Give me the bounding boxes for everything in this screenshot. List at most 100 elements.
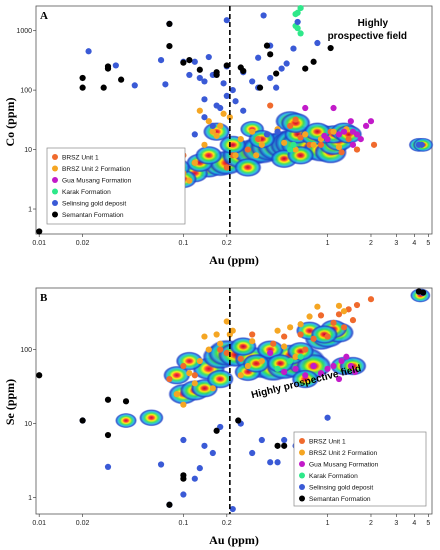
data-point — [186, 177, 193, 184]
data-point — [229, 87, 236, 94]
legend-marker — [52, 188, 58, 195]
data-point — [223, 92, 230, 99]
data-point — [244, 146, 251, 153]
data-point — [118, 76, 125, 83]
data-point — [347, 118, 354, 125]
data-point — [292, 353, 299, 360]
density-blob — [234, 157, 262, 178]
data-point — [205, 118, 212, 125]
data-point — [196, 107, 203, 114]
legend-box — [293, 431, 427, 507]
data-point — [297, 353, 304, 360]
data-point — [338, 149, 345, 156]
data-point — [223, 349, 230, 357]
data-point — [335, 131, 343, 138]
data-point — [166, 43, 173, 50]
data-point — [287, 357, 294, 365]
data-point — [180, 401, 187, 408]
data-point — [249, 78, 256, 85]
data-point — [274, 128, 281, 135]
data-point — [213, 102, 220, 109]
data-point — [258, 436, 265, 444]
x-tick-label: 0.1 — [179, 520, 189, 527]
data-point — [283, 60, 290, 67]
density-blob — [202, 122, 231, 142]
data-point — [278, 65, 285, 72]
data-point — [157, 56, 165, 64]
x-tick-label: 0.2 — [222, 240, 232, 247]
data-point — [201, 114, 208, 121]
data-point — [255, 54, 262, 61]
data-point — [196, 465, 203, 472]
data-point — [353, 301, 361, 309]
panel-a-y-axis-label: Co (ppm) — [3, 97, 17, 146]
y-tick-label: 1 — [28, 495, 32, 502]
data-point — [79, 417, 86, 424]
data-point — [330, 128, 337, 135]
panel-b-x-axis-label: Au (ppm) — [209, 533, 259, 547]
data-point — [223, 17, 230, 24]
data-point — [292, 116, 299, 123]
data-point — [420, 289, 427, 296]
panel-a-density-field — [162, 110, 434, 189]
data-point — [273, 70, 280, 77]
data-point — [340, 324, 348, 331]
data-point — [104, 431, 112, 439]
x-tick-label: 5 — [426, 240, 430, 247]
data-point — [335, 302, 343, 309]
data-point — [191, 475, 198, 482]
data-point — [223, 164, 230, 171]
data-point — [209, 449, 216, 457]
data-point — [260, 12, 267, 19]
data-point — [196, 74, 203, 82]
data-point — [201, 442, 208, 449]
data-point — [314, 39, 321, 47]
data-point — [317, 370, 325, 377]
data-point — [244, 362, 251, 370]
data-point — [310, 362, 317, 370]
data-point — [345, 306, 352, 313]
legend-marker — [52, 154, 58, 160]
x-tick-label: 3 — [394, 240, 398, 247]
data-point — [240, 107, 247, 114]
data-point — [213, 331, 220, 338]
data-point — [223, 318, 230, 325]
x-tick-label: 4 — [412, 240, 416, 247]
data-point — [209, 128, 216, 135]
data-point — [267, 74, 274, 82]
data-point — [237, 372, 244, 379]
data-point — [324, 333, 331, 340]
legend-label: BRSZ Unit 2 Formation — [62, 166, 130, 173]
data-point — [191, 159, 198, 166]
data-point — [256, 84, 264, 91]
x-tick-label: 3 — [394, 520, 398, 527]
data-point — [292, 10, 299, 18]
data-point — [274, 365, 281, 372]
data-point — [335, 375, 343, 383]
data-point — [294, 25, 301, 32]
density-blob — [138, 409, 164, 427]
density-blob — [310, 324, 339, 345]
data-point — [220, 110, 227, 117]
data-point — [281, 442, 288, 449]
data-point — [131, 82, 138, 89]
panel-b-letter: B — [40, 292, 48, 304]
data-point — [217, 340, 224, 347]
data-point — [166, 501, 173, 508]
data-point — [253, 152, 260, 159]
data-point — [223, 62, 230, 69]
data-point — [201, 78, 208, 85]
data-point — [249, 331, 256, 338]
data-point — [201, 96, 208, 103]
legend-marker — [299, 484, 305, 490]
data-point — [104, 65, 112, 72]
data-point — [166, 375, 173, 383]
data-point — [306, 313, 313, 320]
data-point — [367, 118, 375, 125]
data-point — [351, 368, 359, 375]
data-point — [263, 42, 271, 49]
data-point — [317, 141, 325, 148]
data-point — [349, 141, 357, 148]
data-point — [353, 146, 361, 153]
